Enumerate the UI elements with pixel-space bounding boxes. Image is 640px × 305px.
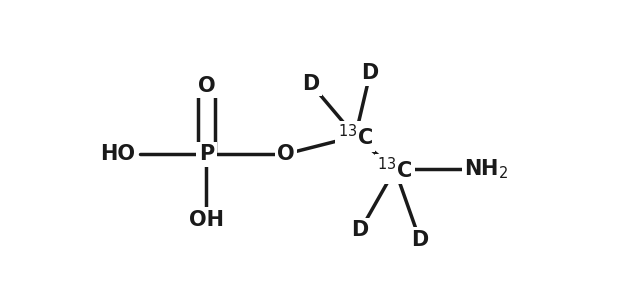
Text: $^{13}$C: $^{13}$C (378, 157, 413, 182)
Text: D: D (411, 230, 428, 250)
Text: $^{13}$C: $^{13}$C (338, 124, 373, 149)
Text: D: D (362, 63, 379, 83)
Text: O: O (198, 76, 215, 96)
Text: P: P (199, 144, 214, 164)
Text: D: D (302, 74, 319, 94)
Text: D: D (351, 220, 369, 240)
Text: O: O (277, 144, 294, 164)
Text: NH$_2$: NH$_2$ (465, 157, 509, 181)
Text: OH: OH (189, 210, 224, 230)
Text: HO: HO (100, 144, 134, 164)
